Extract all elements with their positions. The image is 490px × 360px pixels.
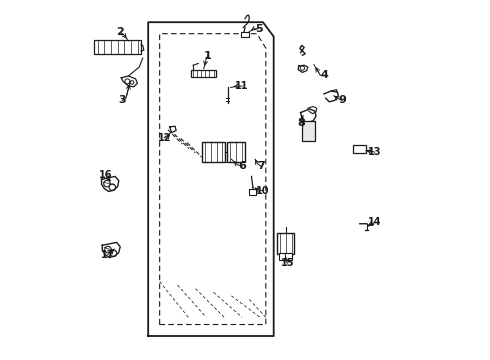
Text: 15: 15 [281, 258, 294, 268]
Text: 8: 8 [298, 118, 306, 128]
Bar [277, 233, 294, 253]
Text: 1: 1 [203, 51, 211, 61]
Text: 17: 17 [101, 249, 115, 260]
Bar [248, 189, 256, 195]
Text: 14: 14 [368, 217, 382, 227]
Text: 7: 7 [257, 161, 265, 171]
Text: 6: 6 [238, 161, 246, 171]
Text: 10: 10 [255, 186, 269, 196]
Bar [202, 142, 225, 162]
Text: 9: 9 [338, 95, 346, 105]
Bar [191, 69, 216, 77]
Text: 11: 11 [235, 81, 249, 91]
Bar [227, 142, 245, 162]
Text: 12: 12 [158, 133, 171, 143]
Text: 5: 5 [255, 24, 263, 34]
Text: 13: 13 [368, 147, 382, 157]
Bar [279, 253, 292, 260]
Bar [353, 145, 366, 153]
Text: 3: 3 [119, 95, 126, 105]
Text: 16: 16 [99, 170, 113, 180]
Text: 4: 4 [320, 70, 329, 80]
Text: 2: 2 [116, 27, 124, 37]
Bar [95, 40, 141, 54]
Bar [241, 32, 248, 37]
Bar [302, 121, 315, 140]
